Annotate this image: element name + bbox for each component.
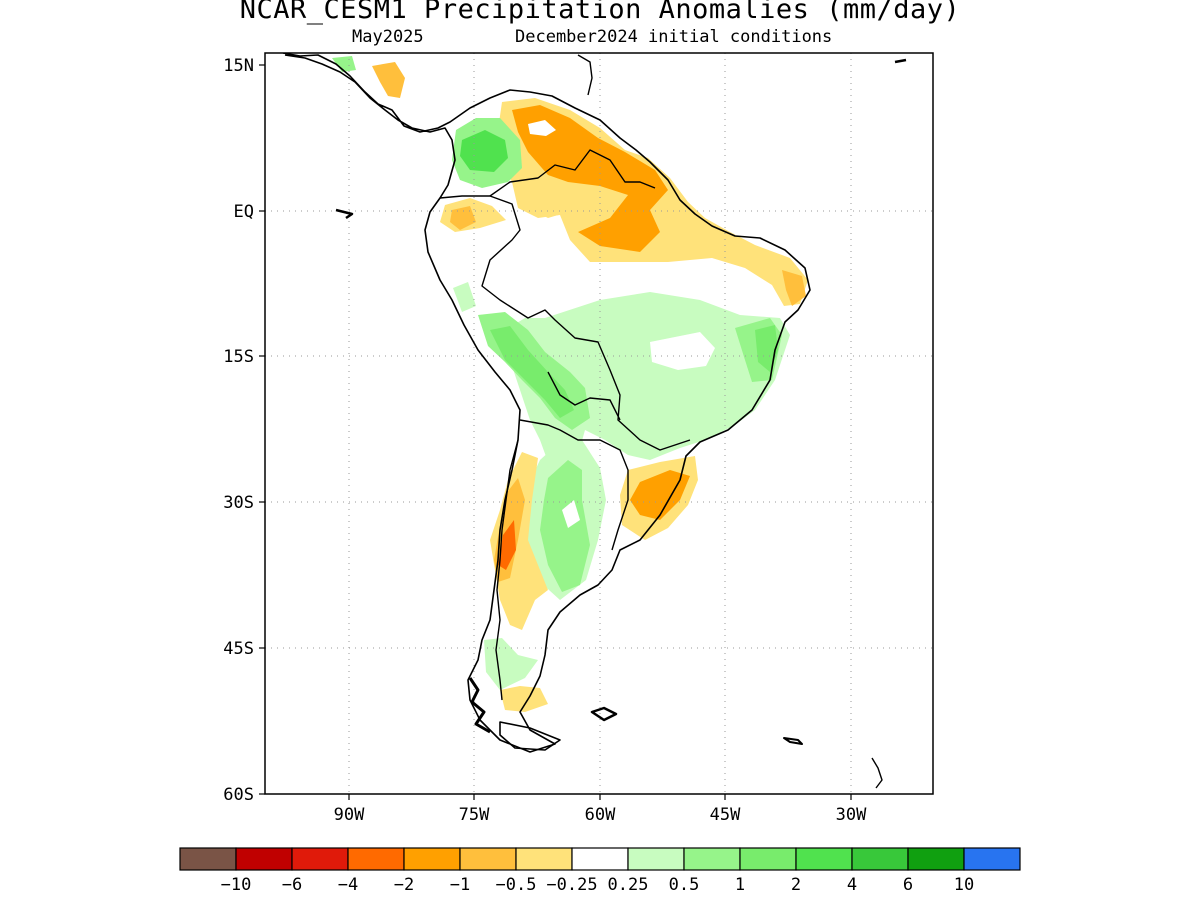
colorbar-swatch [627,847,685,871]
colorbar-swatch [571,847,629,871]
anomaly-region [755,325,778,372]
colorbar-swatch [403,847,461,871]
anomaly-fields [332,56,808,712]
colorbar-label: −1 [450,875,470,895]
colorbar-swatch [291,847,349,871]
colorbar-label: 1 [735,875,745,895]
colorbar-swatch [851,847,909,871]
sandwich-islands [871,757,883,789]
anomaly-region [782,270,806,306]
lon-label: 30W [836,805,867,825]
lat-label: 15S [223,347,254,367]
lat-label: 30S [223,493,254,513]
south-america-coast [282,53,811,753]
colorbar-swatch [683,847,741,871]
lat-label: 60S [223,785,254,805]
map-frame [264,52,934,795]
colorbar-swatch [459,847,517,871]
national-borders [495,439,519,701]
south-georgia [783,737,803,745]
anomaly-region [512,105,668,252]
anomaly-region [498,520,516,570]
colorbar-label: 6 [903,875,913,895]
lat-label: 15N [223,56,254,76]
lon-label: 75W [459,805,490,825]
colorbar-label: 4 [847,875,857,895]
colorbar-label: −2 [394,875,414,895]
anomaly-region [372,62,405,98]
lon-label: 60W [585,805,616,825]
national-borders [519,419,629,551]
anomaly-region [332,56,356,72]
colorbar-label: −6 [282,875,302,895]
anomaly-region [490,452,548,630]
colorbar-swatch [515,847,573,871]
colorbar-legend: −10 −6 −4 −2 −1 −0.5 −0.25 0.25 0.5 1 2 4 6 10 [179,847,1021,895]
colorbar-label: −0.25 [546,875,597,895]
galapagos [335,208,354,220]
axis-ticks [259,64,852,800]
anomaly-region [630,470,690,520]
anomaly-region [484,638,538,690]
chile-archipelago [468,677,491,734]
colorbar-swatch [963,847,1021,871]
colorbar-swatch [907,847,965,871]
colorbar-swatch [795,847,853,871]
colorbar-label: −0.5 [496,875,537,895]
anomaly-region [453,282,476,312]
latitude-labels: 15N EQ 15S 30S 45S 60S [223,56,254,805]
longitude-labels: 90W 75W 60W 45W 30W [334,805,867,825]
colorbar-label: −10 [221,875,252,895]
anomaly-region [650,332,715,370]
lon-label: 45W [710,805,741,825]
colorbar-swatch [235,847,293,871]
anomaly-region [562,500,580,528]
colorbar-label: 0.5 [669,875,700,895]
colorbar-label: 2 [791,875,801,895]
national-borders [547,371,621,421]
anomaly-region [528,120,556,136]
caribbean-islands [577,54,593,96]
anomaly-region [490,326,574,418]
caribbean-islands [894,58,907,64]
colorbar-label: −4 [338,875,358,895]
colorbar-label: 10 [954,875,974,895]
anomaly-region [450,206,476,230]
anomaly-region [528,202,568,218]
initial-conditions: December2024 initial conditions [515,27,833,47]
colorbar-swatch [179,847,237,871]
coastlines [282,53,907,789]
lon-label: 90W [334,805,365,825]
colorbar-swatch [739,847,797,871]
colorbar-swatch [347,847,405,871]
map-title: NCAR_CESM1 Precipitation Anomalies (mm/d… [239,0,961,25]
lat-label: 45S [223,639,254,659]
tierra-del-fuego [499,721,561,751]
falkland-islands [590,706,618,722]
lat-label: EQ [234,202,254,222]
colorbar-label: 0.25 [608,875,649,895]
anomaly-region [540,460,590,592]
anomaly-region [500,686,548,712]
forecast-month: May2025 [352,27,424,47]
anomaly-region [460,130,508,172]
national-borders [489,149,656,197]
